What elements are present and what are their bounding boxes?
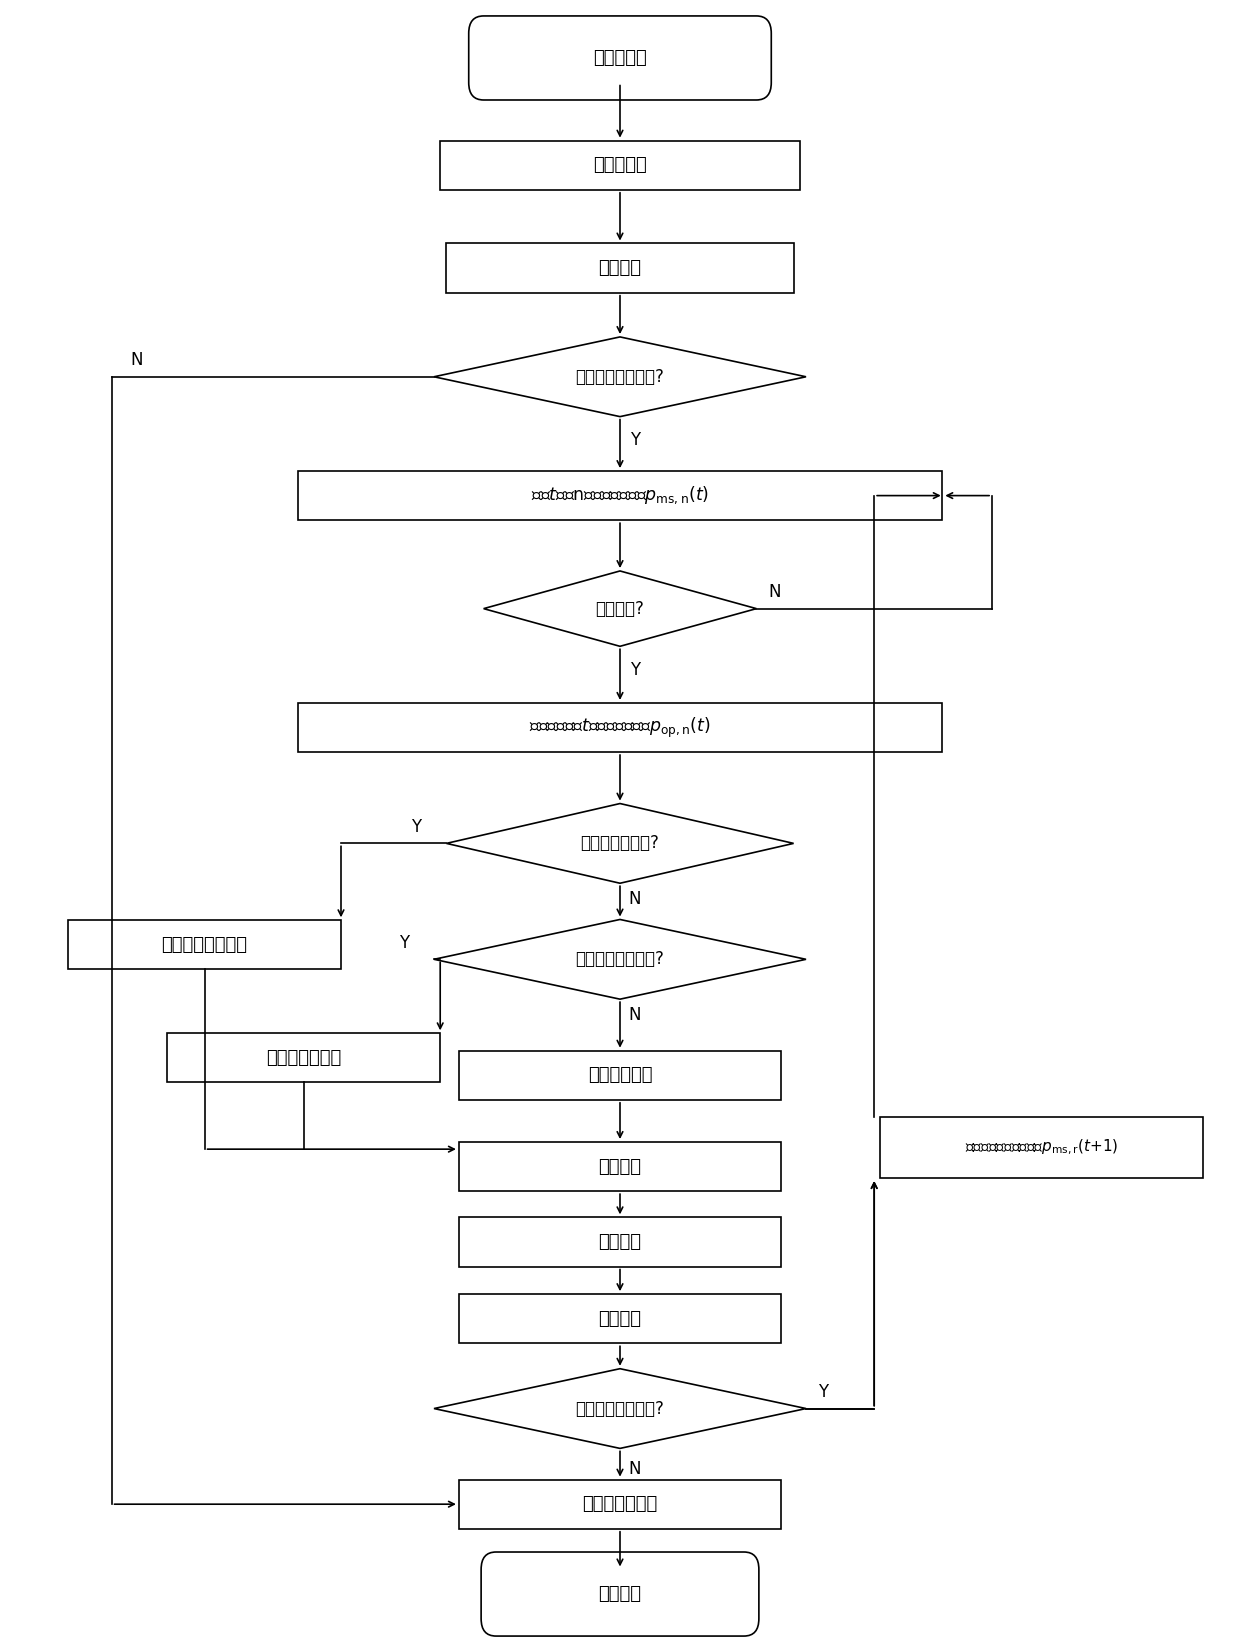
Text: N: N (629, 1460, 641, 1479)
Text: Y: Y (412, 818, 422, 836)
Text: 上电自检是否通过?: 上电自检是否通过? (575, 368, 665, 387)
FancyBboxPatch shape (459, 1480, 781, 1528)
Text: 系统初始化: 系统初始化 (593, 157, 647, 173)
Text: 读取$t$时刻n个测点油压数据$p_{\mathrm{ms,n}}(t)$: 读取$t$时刻n个测点油压数据$p_{\mathrm{ms,n}}(t)$ (531, 484, 709, 507)
Text: N: N (130, 352, 143, 368)
FancyBboxPatch shape (68, 920, 341, 970)
FancyBboxPatch shape (298, 471, 942, 520)
FancyBboxPatch shape (880, 1117, 1203, 1178)
FancyBboxPatch shape (298, 702, 942, 752)
Text: Y: Y (399, 933, 409, 952)
Text: 是否非正常过压?: 是否非正常过压? (580, 834, 660, 852)
Text: Y: Y (630, 661, 640, 679)
Text: 运行自检: 运行自检 (599, 1310, 641, 1328)
Polygon shape (484, 572, 756, 646)
Text: 读取下一时刻油压数据$p_{\mathrm{ms,r}}(t$+1): 读取下一时刻油压数据$p_{\mathrm{ms,r}}(t$+1) (965, 1138, 1118, 1158)
FancyBboxPatch shape (469, 17, 771, 101)
FancyBboxPatch shape (481, 1551, 759, 1635)
FancyBboxPatch shape (459, 1218, 781, 1267)
Text: 内部准过压预警: 内部准过压预警 (267, 1049, 341, 1067)
Text: 上电自检: 上电自检 (599, 259, 641, 278)
Text: Y: Y (630, 431, 640, 449)
Text: 数据存储: 数据存储 (599, 1158, 641, 1176)
Polygon shape (434, 1370, 806, 1449)
Polygon shape (434, 337, 806, 416)
Polygon shape (446, 803, 794, 884)
Text: 是否启动?: 是否启动? (595, 600, 645, 618)
Text: 数据通信: 数据通信 (599, 1232, 641, 1251)
FancyBboxPatch shape (167, 1032, 440, 1082)
Text: N: N (769, 583, 781, 601)
FancyBboxPatch shape (440, 140, 800, 190)
Text: Y: Y (818, 1383, 828, 1401)
Text: 计算各个测点$t$时刻的动作油压$p_{\mathrm{op,n}}(t)$: 计算各个测点$t$时刻的动作油压$p_{\mathrm{op,n}}(t)$ (529, 715, 711, 740)
Polygon shape (434, 920, 806, 999)
Text: 上电或复位: 上电或复位 (593, 50, 647, 68)
Text: 是否非正常准过压?: 是否非正常准过压? (575, 950, 665, 968)
FancyBboxPatch shape (446, 243, 794, 292)
Text: 告警、闭锁装置: 告警、闭锁装置 (583, 1495, 657, 1513)
FancyBboxPatch shape (459, 1142, 781, 1191)
Text: 油箱内部过压警示: 油箱内部过压警示 (161, 935, 248, 953)
FancyBboxPatch shape (459, 1294, 781, 1343)
Text: 运行自检是否通过?: 运行自检是否通过? (575, 1399, 665, 1417)
Text: N: N (629, 1006, 641, 1024)
Text: 内部油压正常: 内部油压正常 (588, 1066, 652, 1084)
Text: N: N (629, 890, 641, 909)
Text: 等待复位: 等待复位 (599, 1584, 641, 1602)
FancyBboxPatch shape (459, 1051, 781, 1100)
